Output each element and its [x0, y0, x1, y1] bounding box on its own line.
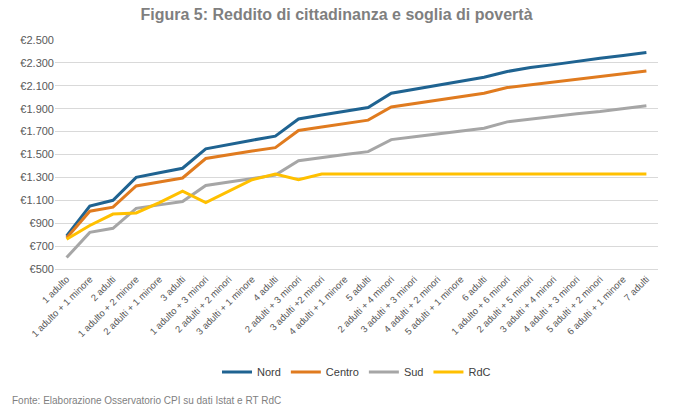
svg-text:5 adulti: 5 adulti — [343, 274, 372, 303]
svg-text:5 adulti + 1 minore: 5 adulti + 1 minore — [402, 274, 465, 337]
svg-text:4 adulti: 4 adulti — [251, 274, 280, 303]
svg-text:€900: €900 — [30, 217, 54, 229]
svg-text:1 adulto + 1 minore: 1 adulto + 1 minore — [29, 274, 94, 339]
svg-text:2 adulti + 4 minori: 2 adulti + 4 minori — [335, 274, 396, 335]
svg-text:3 adulti + 4 minori: 3 adulti + 4 minori — [497, 274, 558, 335]
svg-text:2 adulti + 2 minori: 2 adulti + 2 minori — [173, 274, 234, 335]
svg-text:RdC: RdC — [468, 366, 490, 378]
svg-text:€1.300: €1.300 — [20, 171, 54, 183]
svg-text:3 adulti + 3 minori: 3 adulti + 3 minori — [358, 274, 419, 335]
svg-text:€500: €500 — [30, 263, 54, 275]
svg-text:2 adulti: 2 adulti — [88, 274, 117, 303]
svg-text:Centro: Centro — [326, 366, 359, 378]
svg-text:4 adulti + 1 minore: 4 adulti + 1 minore — [286, 274, 349, 337]
svg-text:2 adulti + 3 minori: 2 adulti + 3 minori — [242, 274, 303, 335]
svg-text:Sud: Sud — [404, 366, 424, 378]
svg-text:3 adulti +2 minori: 3 adulti +2 minori — [267, 274, 326, 333]
svg-text:€2.100: €2.100 — [20, 80, 54, 92]
svg-text:2 adulti + 1 minore: 2 adulti + 1 minore — [101, 274, 164, 337]
svg-text:1 adulto + 2 minore: 1 adulto + 2 minore — [75, 274, 140, 339]
svg-text:€2.300: €2.300 — [20, 57, 54, 69]
svg-text:5 adulti + 2 minori: 5 adulti + 2 minori — [544, 274, 605, 335]
svg-text:€1.700: €1.700 — [20, 125, 54, 137]
svg-text:6 adulti + 1 minore: 6 adulti + 1 minore — [565, 274, 628, 337]
svg-text:Nord: Nord — [257, 366, 281, 378]
svg-text:€2.500: €2.500 — [20, 34, 54, 46]
svg-text:4 adulti + 3 minori: 4 adulti + 3 minori — [521, 274, 582, 335]
svg-text:4 adulti + 2 minori: 4 adulti + 2 minori — [381, 274, 442, 335]
svg-text:2 adulti + 5 minori: 2 adulti + 5 minori — [474, 274, 535, 335]
svg-text:6 adulti: 6 adulti — [459, 274, 488, 303]
svg-text:1 adulto + 6 minori: 1 adulto + 6 minori — [449, 274, 512, 337]
svg-text:1 adulto: 1 adulto — [40, 274, 72, 306]
svg-text:Figura 5: Reddito di cittadina: Figura 5: Reddito di cittadinanza e sogl… — [140, 6, 532, 23]
svg-text:3 adulti + 1 minore: 3 adulti + 1 minore — [194, 274, 257, 337]
svg-text:€1.900: €1.900 — [20, 103, 54, 115]
svg-text:€1.500: €1.500 — [20, 148, 54, 160]
svg-text:Fonte: Elaborazione Osservator: Fonte: Elaborazione Osservatorio CPI su … — [12, 395, 281, 406]
svg-text:1 adulto + 3 minori: 1 adulto + 3 minori — [147, 274, 210, 337]
svg-text:€1.100: €1.100 — [20, 194, 54, 206]
svg-text:3 adulti: 3 adulti — [158, 274, 187, 303]
svg-text:€700: €700 — [30, 240, 54, 252]
svg-text:7 adulti: 7 adulti — [622, 274, 651, 303]
